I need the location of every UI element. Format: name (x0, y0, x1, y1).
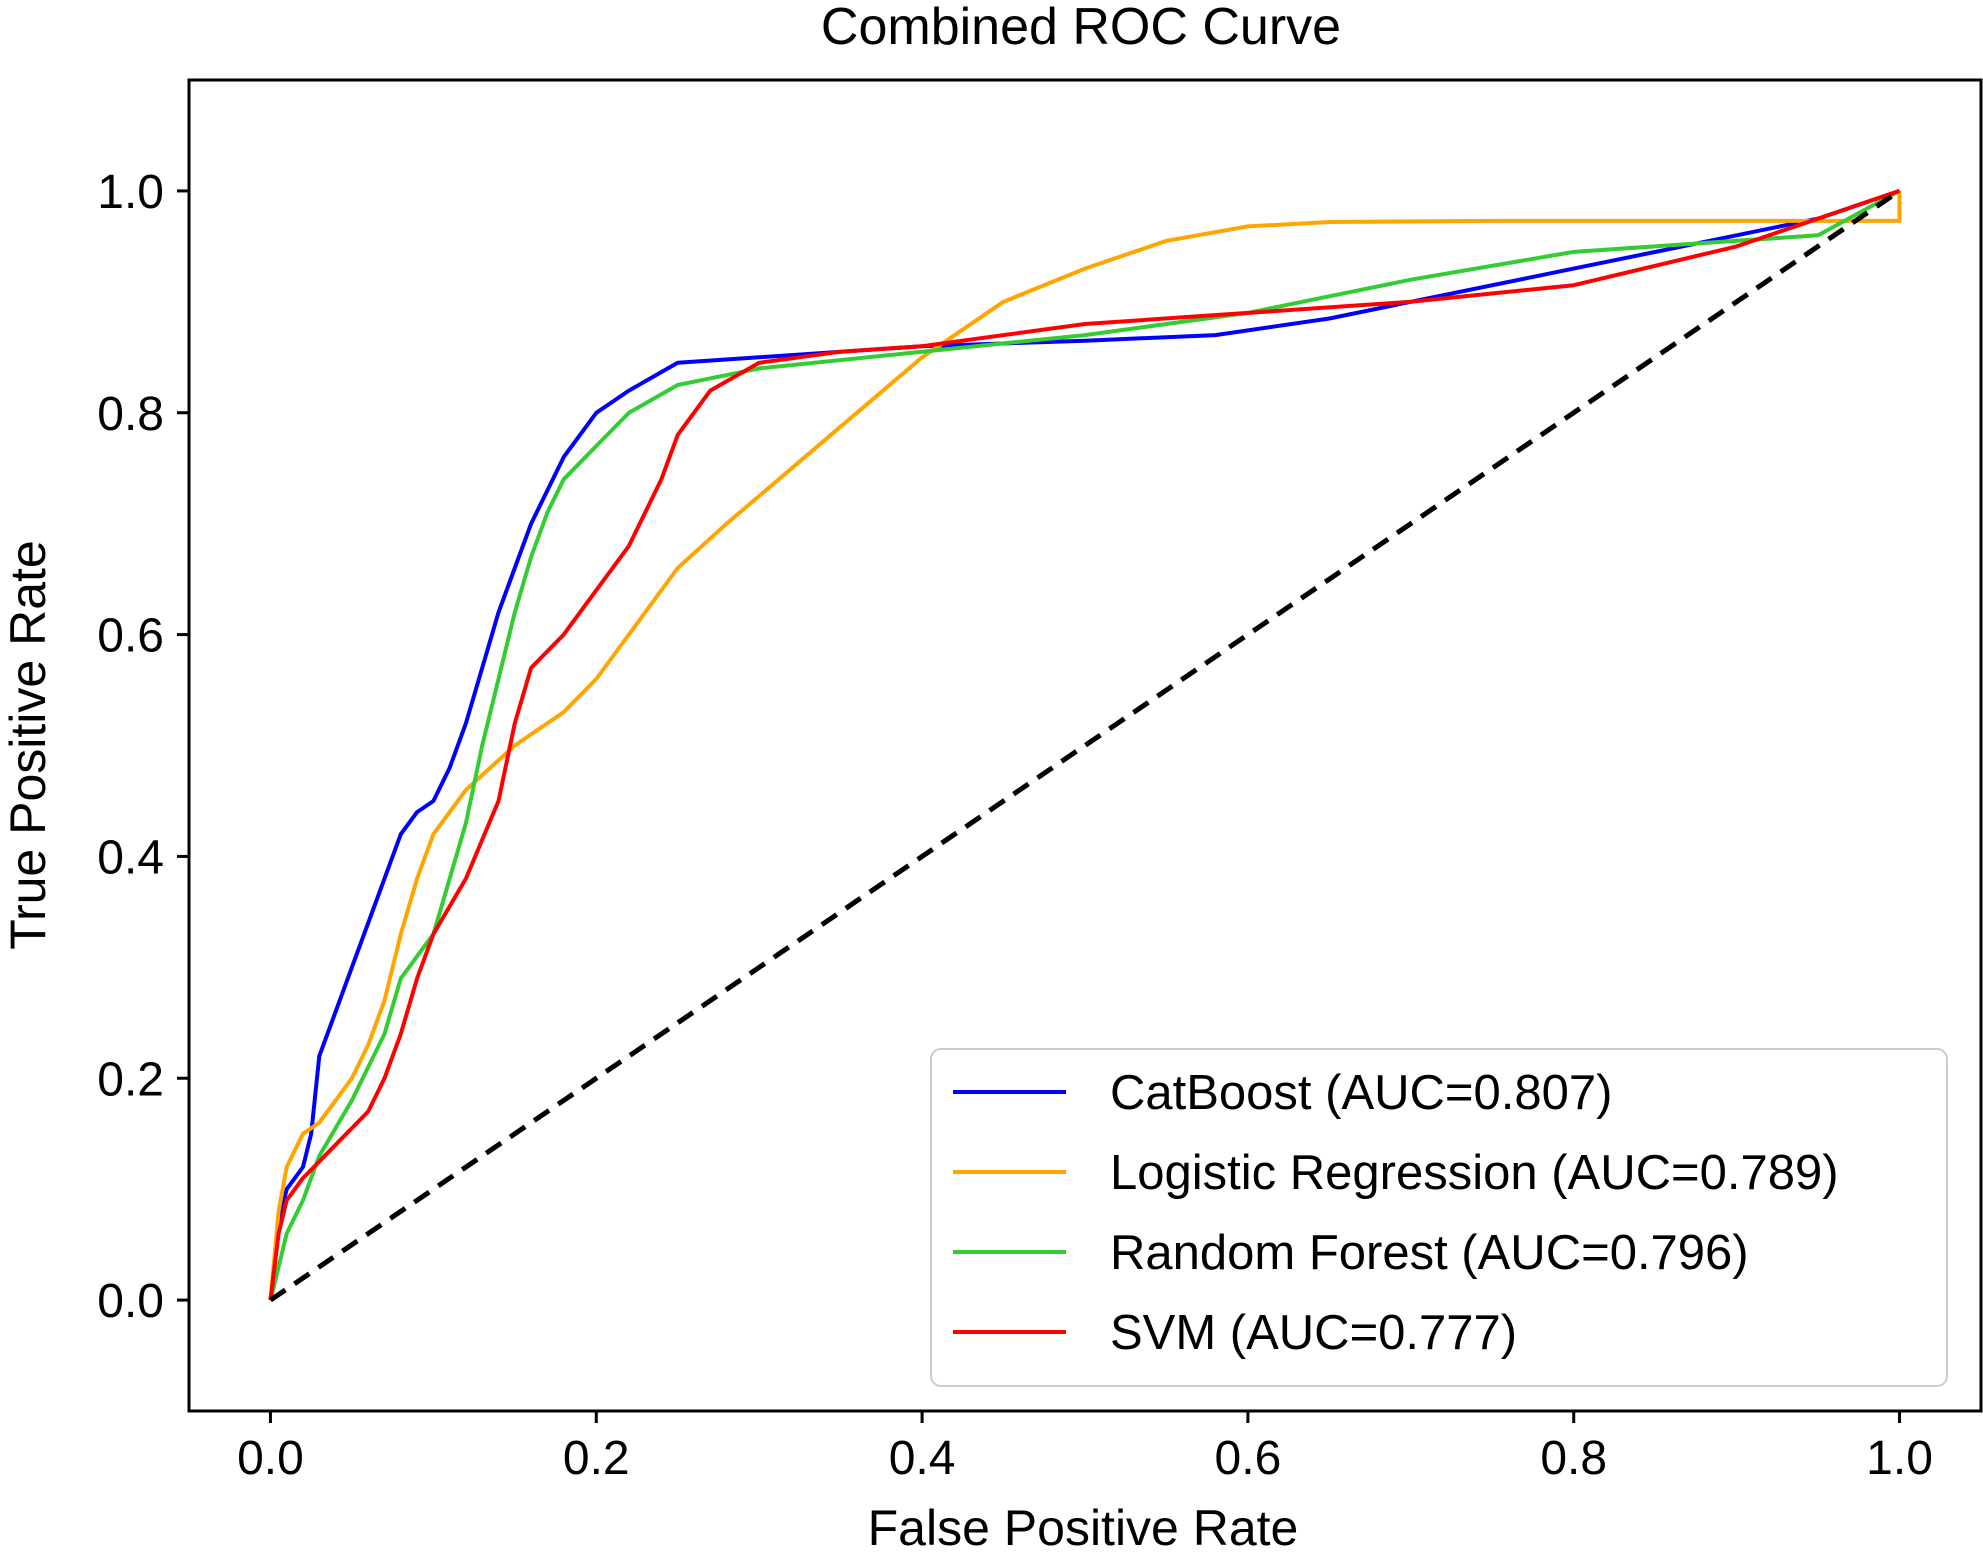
legend-box (930, 1048, 1948, 1387)
legend-label: Logistic Regression (AUC=0.789) (1110, 1146, 1839, 1200)
x-tick-label: 0.2 (563, 1432, 630, 1485)
x-tick-label: 0.0 (237, 1432, 304, 1485)
roc-curve-random-forest (268, 189, 1901, 1301)
y-tick-label: 0.2 (97, 1053, 164, 1106)
plot-area (268, 188, 1902, 1303)
y-axis-label: True Positive Rate (0, 540, 56, 949)
x-axis-label: False Positive Rate (868, 1500, 1299, 1556)
x-tick-label: 0.8 (1540, 1432, 1607, 1485)
x-tick-label: 1.0 (1866, 1432, 1933, 1485)
roc-curve-logistic-regression (268, 190, 1902, 1301)
y-tick-label: 0.6 (97, 610, 164, 663)
legend-label: CatBoost (AUC=0.807) (1110, 1066, 1613, 1120)
plot-frame (187, 78, 1983, 1413)
y-tick-label: 0.4 (97, 831, 164, 884)
y-tick-label: 0.8 (97, 388, 164, 441)
x-tick-label: 0.6 (1215, 1432, 1282, 1485)
chance-diagonal-line (269, 188, 1901, 1303)
legend: CatBoost (AUC=0.807) Logistic Regression … (930, 1048, 1948, 1387)
y-tick-label: 0.0 (97, 1275, 164, 1328)
y-tick-label: 1.0 (97, 166, 164, 219)
y-axis: 0.0 0.2 0.4 0.6 0.8 1.0 (97, 166, 189, 1328)
roc-curve-catboost (268, 189, 1901, 1301)
roc-curve-svm (268, 189, 1901, 1301)
x-axis: 0.0 0.2 0.4 0.6 0.8 1.0 (237, 1411, 1933, 1485)
legend-label: Random Forest (AUC=0.796) (1110, 1226, 1749, 1280)
legend-label: SVM (AUC=0.777) (1110, 1306, 1517, 1360)
chart-title: Combined ROC Curve (821, 0, 1341, 56)
x-tick-label: 0.4 (889, 1432, 956, 1485)
